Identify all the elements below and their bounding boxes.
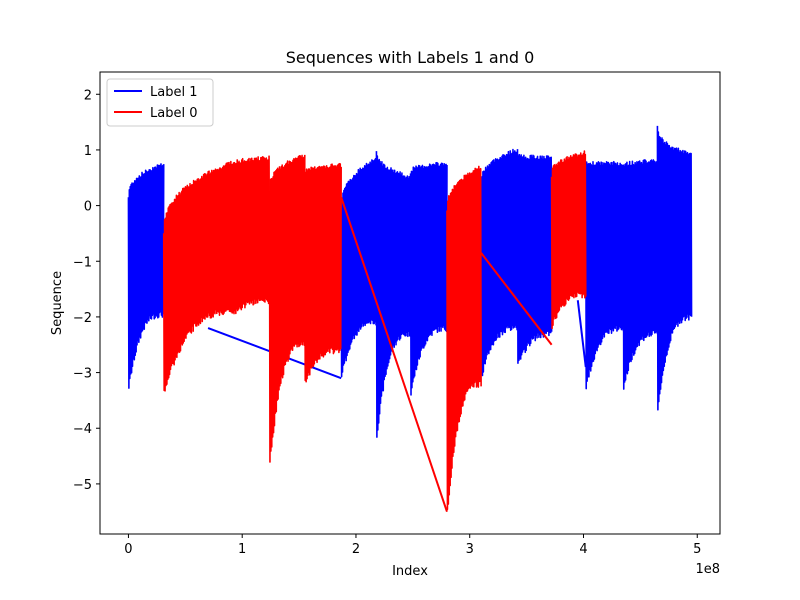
series-segment [516,153,553,364]
series-segment [340,157,378,378]
y-axis: 2 1 0 −1 −2 −3 −4 −5 [73,88,100,493]
x-axis-label: Index [392,564,428,579]
x-axis-offset-label: 1e8 [695,562,720,577]
series-label-1 [127,125,693,438]
series-segment [584,160,625,390]
series-segment [480,148,519,377]
x-tick-label: 5 [693,542,701,557]
series-segment [234,155,271,315]
legend-entry-label-1: Label 1 [150,85,197,100]
legend: Label 1 Label 0 [106,78,214,127]
series-segment [550,150,587,330]
plot-frame [99,71,721,535]
y-tick-label: −4 [73,422,92,437]
x-tick-label: 4 [579,542,587,557]
series-connector-line [340,196,448,513]
series-connector-line [576,300,587,368]
x-tick-label: 0 [124,542,132,557]
y-tick-label: −5 [73,478,92,493]
x-tick-label: 2 [352,542,360,557]
y-tick-label: −3 [73,367,92,382]
y-tick-label: 1 [84,144,92,159]
series-segment [622,159,659,390]
series-segment [446,165,482,511]
y-axis-label: Sequence [50,271,65,335]
series-segment [162,160,237,392]
x-axis: 0 1 2 3 4 5 [124,534,701,557]
x-tick-label: 3 [466,542,474,557]
series-segment [127,163,165,389]
series-segment [268,154,306,463]
y-tick-label: 2 [84,88,92,103]
series-segment [409,161,448,396]
y-tick-label: −2 [73,311,92,326]
x-tick-label: 1 [238,542,246,557]
series-segment [303,162,342,383]
series-label-0 [162,150,587,513]
plot-area [127,125,693,513]
series-segment [656,125,693,411]
series-connector-line [480,252,553,346]
series-segment [375,151,412,438]
chart-title: Sequences with Labels 1 and 0 [286,48,535,67]
y-tick-label: −1 [73,255,92,270]
y-tick-label: 0 [84,200,92,215]
legend-entry-label-0: Label 0 [150,106,197,121]
